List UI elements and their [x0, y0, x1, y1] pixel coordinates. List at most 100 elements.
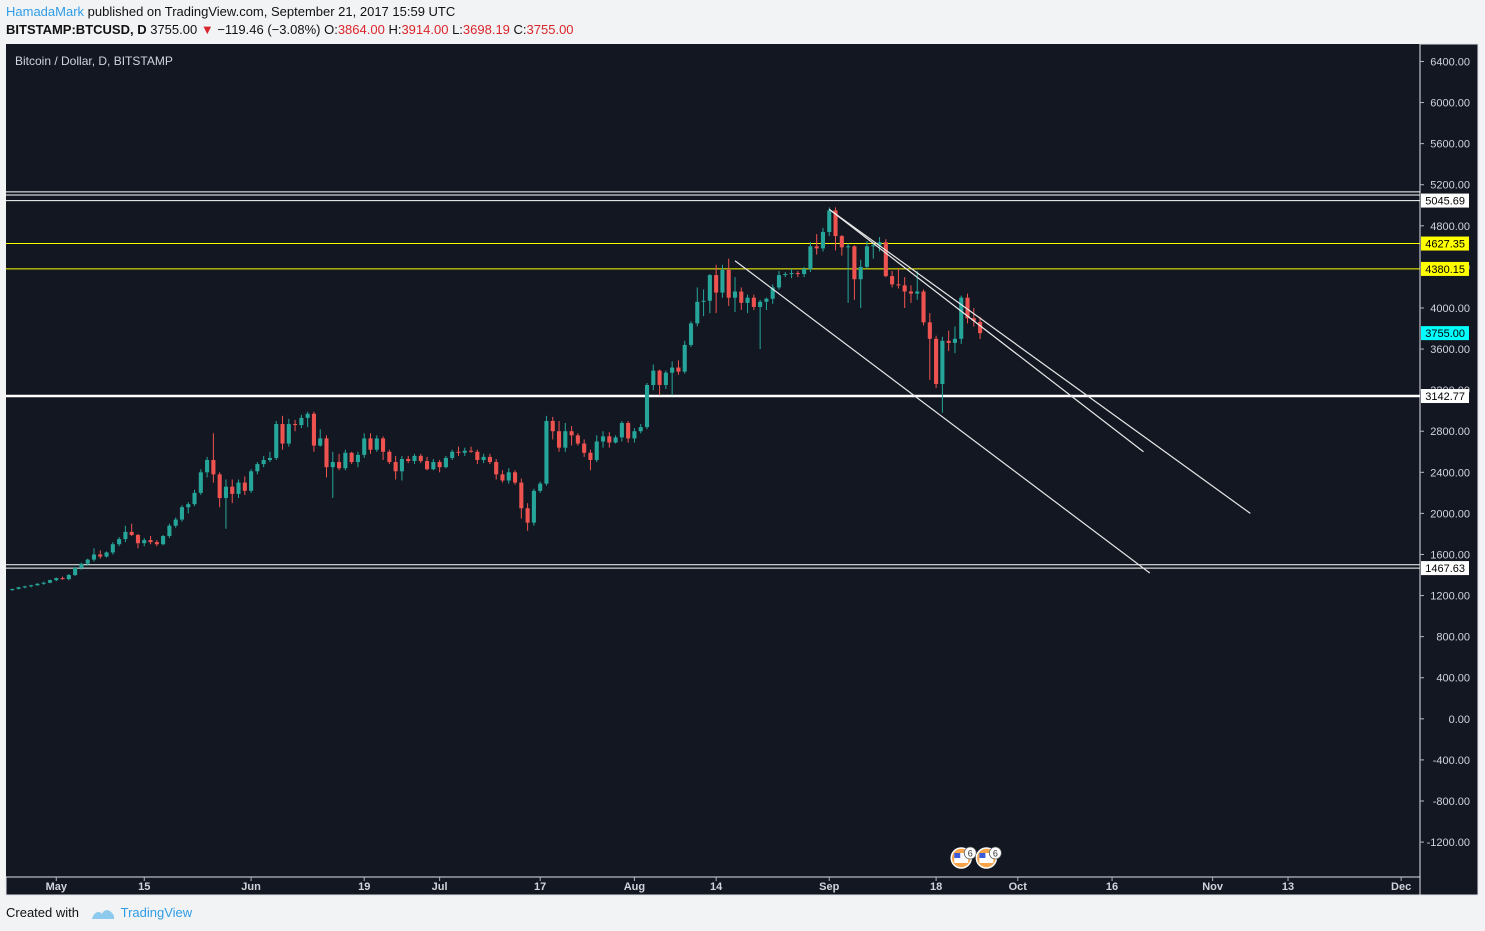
candle[interactable]	[908, 285, 914, 303]
candle[interactable]	[852, 245, 857, 300]
candle[interactable]	[293, 419, 298, 432]
candle[interactable]	[469, 446, 474, 453]
candle[interactable]	[670, 361, 675, 396]
candle[interactable]	[701, 289, 706, 317]
candle[interactable]	[54, 577, 59, 582]
candle[interactable]	[776, 270, 782, 290]
candle[interactable]	[368, 433, 373, 454]
chart-area[interactable]	[6, 44, 1420, 877]
candle[interactable]	[412, 453, 417, 465]
candle[interactable]	[946, 330, 951, 352]
candle[interactable]	[864, 241, 870, 269]
candle[interactable]	[10, 588, 15, 591]
candle[interactable]	[732, 277, 738, 313]
candle[interactable]	[98, 550, 103, 559]
candle[interactable]	[569, 426, 574, 446]
candle[interactable]	[462, 447, 467, 456]
candle[interactable]	[355, 451, 360, 468]
candle[interactable]	[280, 415, 285, 450]
candle[interactable]	[161, 534, 166, 546]
candle[interactable]	[79, 562, 84, 570]
candle[interactable]	[22, 585, 27, 589]
candle[interactable]	[707, 274, 712, 314]
candle[interactable]	[820, 227, 826, 252]
candle[interactable]	[795, 270, 800, 278]
candle[interactable]	[205, 456, 210, 478]
candle[interactable]	[85, 558, 90, 566]
candle[interactable]	[349, 451, 354, 465]
candle[interactable]	[387, 449, 392, 465]
candle[interactable]	[198, 469, 203, 495]
candle[interactable]	[550, 416, 555, 440]
candle[interactable]	[374, 435, 379, 452]
candle[interactable]	[494, 458, 499, 480]
candle[interactable]	[952, 326, 957, 354]
candle[interactable]	[575, 433, 580, 446]
candle[interactable]	[714, 264, 719, 314]
candle[interactable]	[41, 581, 46, 585]
candle[interactable]	[318, 429, 323, 447]
candle[interactable]	[644, 382, 650, 430]
candle[interactable]	[682, 340, 687, 374]
candle[interactable]	[613, 435, 618, 444]
candle[interactable]	[827, 207, 832, 237]
candle[interactable]	[519, 478, 524, 519]
candle[interactable]	[261, 455, 266, 468]
candle[interactable]	[915, 270, 920, 300]
candle[interactable]	[324, 435, 329, 478]
candle[interactable]	[600, 431, 606, 448]
candle[interactable]	[431, 458, 436, 471]
candle[interactable]	[563, 423, 568, 452]
candle[interactable]	[66, 573, 71, 581]
candle[interactable]	[726, 258, 731, 306]
candle[interactable]	[29, 584, 34, 588]
candle[interactable]	[927, 313, 932, 380]
candle[interactable]	[802, 266, 807, 278]
candle[interactable]	[286, 418, 291, 447]
candle[interactable]	[154, 540, 159, 547]
candle[interactable]	[16, 586, 21, 590]
candle[interactable]	[588, 449, 593, 471]
candle[interactable]	[123, 525, 128, 543]
trendline[interactable]	[734, 260, 1151, 574]
candle[interactable]	[525, 503, 530, 531]
candle[interactable]	[770, 284, 775, 304]
candle[interactable]	[921, 289, 926, 326]
candle[interactable]	[47, 579, 53, 584]
candle[interactable]	[343, 449, 348, 471]
candle[interactable]	[500, 470, 505, 483]
candle[interactable]	[381, 436, 386, 460]
candle[interactable]	[443, 455, 448, 469]
candle[interactable]	[330, 451, 335, 498]
candle[interactable]	[148, 535, 153, 545]
candle[interactable]	[814, 234, 819, 255]
candle[interactable]	[311, 411, 316, 452]
candle[interactable]	[425, 456, 430, 471]
candle[interactable]	[594, 435, 599, 463]
candle[interactable]	[475, 449, 480, 465]
trendline[interactable]	[828, 208, 1144, 453]
candle[interactable]	[883, 239, 888, 278]
candle[interactable]	[890, 270, 895, 288]
candle[interactable]	[858, 259, 863, 308]
candle[interactable]	[236, 479, 241, 498]
candle[interactable]	[437, 459, 442, 473]
candle[interactable]	[487, 453, 492, 465]
candle[interactable]	[173, 517, 178, 528]
candle[interactable]	[179, 505, 185, 522]
candle[interactable]	[538, 481, 543, 493]
candle[interactable]	[531, 488, 536, 526]
candle[interactable]	[751, 294, 756, 311]
candle[interactable]	[632, 428, 637, 443]
candle[interactable]	[186, 502, 191, 514]
candle[interactable]	[626, 420, 631, 443]
candle[interactable]	[299, 414, 304, 429]
author-link[interactable]: HamadaMark	[6, 4, 85, 19]
candle[interactable]	[556, 420, 562, 452]
candle[interactable]	[267, 451, 272, 463]
candle[interactable]	[91, 548, 97, 562]
candle[interactable]	[688, 321, 694, 348]
candle[interactable]	[35, 583, 40, 586]
candle[interactable]	[676, 360, 681, 375]
